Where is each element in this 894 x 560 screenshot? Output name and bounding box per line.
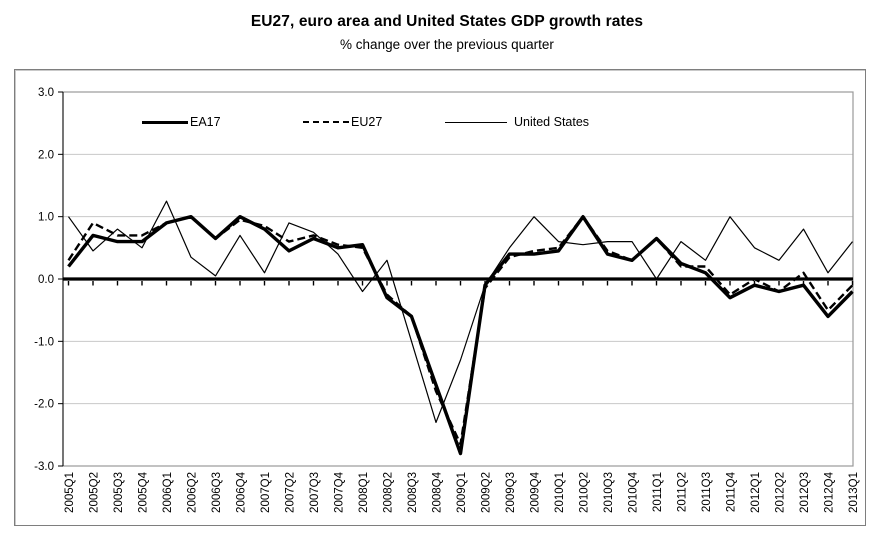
legend-item-united-states: United States [445, 115, 589, 129]
gdp-growth-line-chart: 3.0 2.0 1.0 0.0 -1.0 -2.0 -3.0 2005Q1 2005Q2 2005… [34, 87, 860, 513]
x-axis-label: 2010Q2 [579, 472, 591, 513]
x-axis-label: 2008Q3 [407, 472, 419, 513]
series-line-eu27 [67, 215, 854, 446]
y-axis-label: 3.0 [38, 87, 54, 99]
x-axis-label: 2005Q4 [138, 471, 150, 513]
x-axis-label: 2011Q1 [652, 472, 664, 512]
thin-solid-line-icon [445, 121, 507, 123]
x-axis-label: 2005Q2 [89, 472, 101, 513]
x-axis-label: 2010Q4 [628, 471, 640, 513]
legend-label-ea17: EA17 [190, 115, 221, 129]
y-axis-label: -1.0 [34, 336, 54, 348]
chart-subtitle: % change over the previous quarter [340, 37, 554, 52]
y-axis-label: 0.0 [38, 274, 54, 286]
legend-item-ea17: EA17 [142, 115, 221, 129]
x-axis-label: 2006Q1 [162, 472, 174, 513]
legend-label-eu27: EU27 [351, 115, 383, 129]
x-axis-label: 2009Q4 [530, 471, 542, 513]
x-axis-label: 2006Q4 [236, 471, 248, 513]
y-axis-label: -2.0 [34, 399, 54, 411]
x-axis-label: 2008Q1 [358, 472, 370, 513]
x-axis-label: 2009Q3 [505, 472, 517, 513]
series-line-ea17 [67, 214, 854, 456]
x-axis-label: 2006Q3 [211, 472, 223, 513]
x-axis-label: 2007Q3 [309, 472, 321, 513]
series-line-united-states [68, 200, 853, 423]
x-axis-label: 2005Q3 [113, 472, 125, 513]
x-axis-label: 2012Q1 [750, 472, 762, 513]
x-axis-label: 2012Q3 [799, 472, 811, 513]
x-axis-label: 2010Q1 [554, 472, 566, 513]
legend-label-united-states: United States [514, 115, 590, 129]
thick-solid-line-icon [142, 120, 188, 124]
legend: EA17 EU27 United States [15, 115, 865, 133]
x-axis-label: 2007Q4 [334, 471, 346, 513]
x-axis-label: 2006Q2 [187, 472, 199, 513]
x-axis-label: 2009Q2 [481, 472, 493, 513]
x-axis-label: 2013Q1 [848, 472, 860, 513]
x-axis-label: 2012Q2 [775, 472, 787, 513]
x-axis-label: 2011Q2 [677, 472, 689, 512]
y-axis-label: 2.0 [38, 149, 54, 161]
y-axis-label: 1.0 [38, 212, 54, 224]
x-axis-label: 2008Q4 [432, 471, 444, 513]
x-axis-label: 2010Q3 [603, 472, 615, 513]
x-axis-label: 2011Q3 [701, 472, 713, 512]
legend-item-eu27: EU27 [303, 115, 382, 129]
x-axis-label: 2009Q1 [456, 472, 468, 513]
y-axis-label: -3.0 [34, 461, 54, 473]
x-axis-label: 2005Q1 [64, 472, 76, 513]
dashed-line-icon [303, 121, 349, 123]
x-axis-label: 2007Q1 [260, 472, 272, 513]
chart-area: 3.0 2.0 1.0 0.0 -1.0 -2.0 -3.0 2005Q1 2005Q2 2005… [14, 69, 866, 526]
x-axis-label: 2007Q2 [285, 472, 297, 513]
x-axis-label: 2012Q4 [824, 471, 836, 513]
chart-title: EU27, euro area and United States GDP gr… [250, 13, 644, 30]
x-axis-label: 2008Q2 [383, 472, 395, 513]
x-axis-label: 2011Q4 [726, 471, 738, 512]
